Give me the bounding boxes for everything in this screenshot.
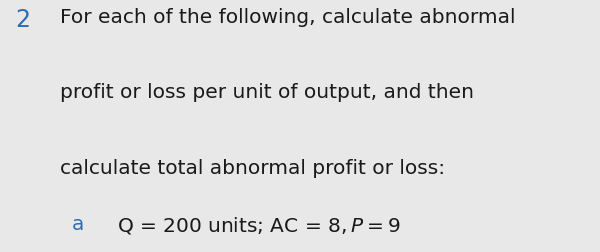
Text: profit or loss per unit of output, and then: profit or loss per unit of output, and t… [60, 83, 474, 102]
Text: For each of the following, calculate abnormal: For each of the following, calculate abn… [60, 8, 515, 26]
Text: Q = 200 units; AC = $8, P = $9: Q = 200 units; AC = $8, P = $9 [117, 214, 401, 235]
Text: calculate total abnormal profit or loss:: calculate total abnormal profit or loss: [60, 159, 445, 178]
Text: a: a [72, 214, 85, 233]
Text: 2: 2 [15, 8, 30, 32]
